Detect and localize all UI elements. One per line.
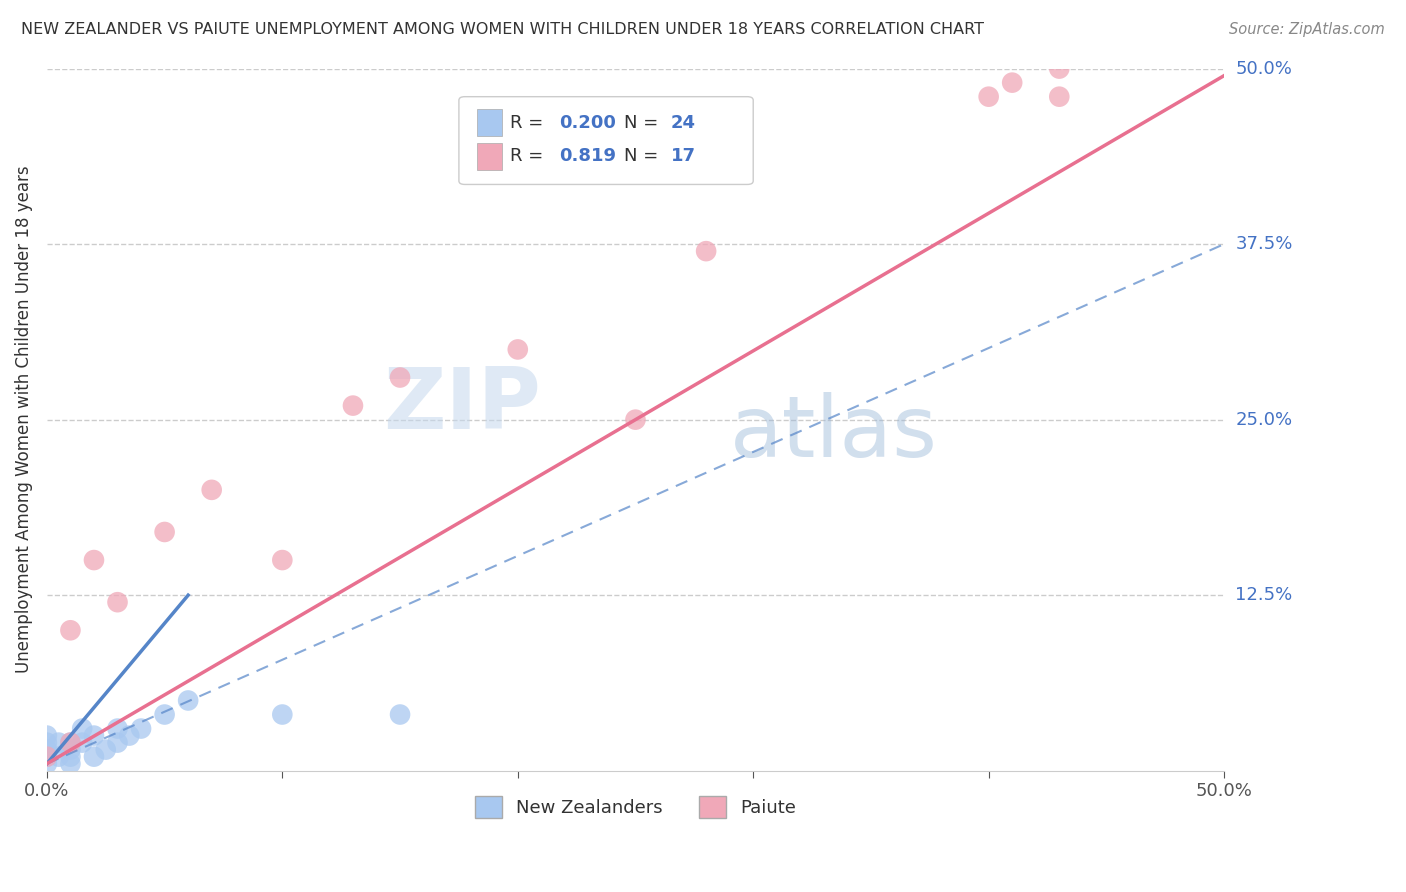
Point xyxy=(624,412,647,426)
Point xyxy=(153,524,176,539)
Point xyxy=(118,729,141,743)
Point xyxy=(271,553,294,567)
Point xyxy=(1001,76,1024,90)
Point xyxy=(59,736,82,750)
FancyBboxPatch shape xyxy=(477,110,502,136)
Point xyxy=(107,736,129,750)
Point xyxy=(83,749,105,764)
FancyBboxPatch shape xyxy=(477,143,502,169)
Text: 0.200: 0.200 xyxy=(560,113,616,132)
Point xyxy=(389,370,412,384)
Point xyxy=(389,707,412,722)
Point xyxy=(70,736,93,750)
Point xyxy=(94,742,117,756)
Point xyxy=(70,722,93,736)
Text: 12.5%: 12.5% xyxy=(1236,586,1292,604)
Point xyxy=(35,736,58,750)
Point xyxy=(107,722,129,736)
Text: Source: ZipAtlas.com: Source: ZipAtlas.com xyxy=(1229,22,1385,37)
Point xyxy=(271,707,294,722)
Text: N =: N = xyxy=(624,113,664,132)
Point xyxy=(506,343,529,357)
Text: NEW ZEALANDER VS PAIUTE UNEMPLOYMENT AMONG WOMEN WITH CHILDREN UNDER 18 YEARS CO: NEW ZEALANDER VS PAIUTE UNEMPLOYMENT AMO… xyxy=(21,22,984,37)
Text: R =: R = xyxy=(509,147,548,165)
Point xyxy=(59,736,82,750)
Point xyxy=(177,693,200,707)
Text: 25.0%: 25.0% xyxy=(1236,410,1292,429)
Text: 0.819: 0.819 xyxy=(560,147,616,165)
Point xyxy=(48,736,70,750)
Point xyxy=(153,707,176,722)
Text: N =: N = xyxy=(624,147,664,165)
Point xyxy=(83,729,105,743)
Point xyxy=(35,742,58,756)
Point xyxy=(107,595,129,609)
Point xyxy=(59,756,82,771)
Legend: New Zealanders, Paiute: New Zealanders, Paiute xyxy=(467,789,804,825)
Point xyxy=(201,483,224,497)
Text: 17: 17 xyxy=(671,147,696,165)
Text: 24: 24 xyxy=(671,113,696,132)
Text: 37.5%: 37.5% xyxy=(1236,235,1292,253)
Text: 50.0%: 50.0% xyxy=(1236,60,1292,78)
Point xyxy=(1047,89,1070,103)
Point xyxy=(342,399,364,413)
Point xyxy=(977,89,1000,103)
Point xyxy=(59,624,82,638)
Y-axis label: Unemployment Among Women with Children Under 18 years: Unemployment Among Women with Children U… xyxy=(15,166,32,673)
Point xyxy=(695,244,717,259)
Point xyxy=(35,749,58,764)
Point xyxy=(35,749,58,764)
Point xyxy=(129,722,152,736)
Text: R =: R = xyxy=(509,113,548,132)
Point xyxy=(59,742,82,756)
Text: atlas: atlas xyxy=(730,392,938,475)
Point xyxy=(35,756,58,771)
Point xyxy=(83,553,105,567)
Point xyxy=(59,749,82,764)
Text: ZIP: ZIP xyxy=(384,364,541,447)
Point xyxy=(1047,62,1070,76)
Point xyxy=(48,749,70,764)
FancyBboxPatch shape xyxy=(458,96,754,185)
Point xyxy=(35,729,58,743)
